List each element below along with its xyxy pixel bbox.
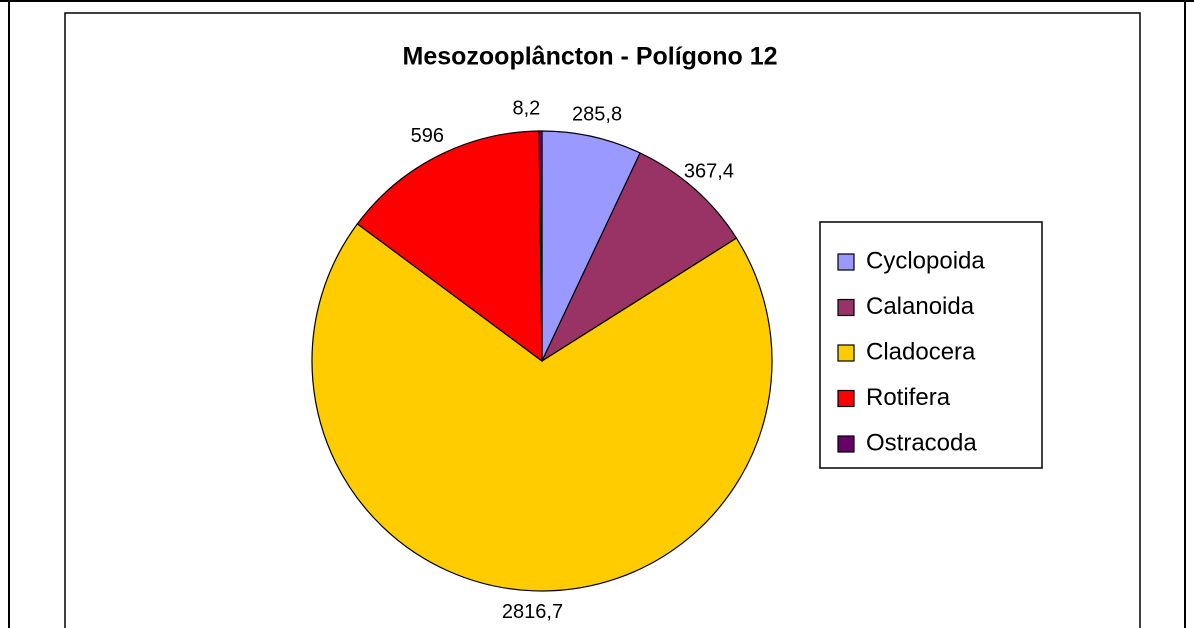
legend bbox=[819, 221, 1043, 469]
legend-label: Rotifera bbox=[866, 384, 951, 411]
data-label: 8,2 bbox=[513, 97, 541, 119]
legend-swatch bbox=[837, 298, 855, 317]
data-label: 2816,7 bbox=[502, 601, 563, 623]
pie-slice bbox=[541, 130, 641, 362]
data-label: 367,4 bbox=[684, 161, 734, 183]
pie-slice bbox=[311, 222, 773, 592]
legend-label: Ostracoda bbox=[866, 429, 977, 456]
legend-label: Cyclopoida bbox=[866, 247, 985, 274]
data-label: 596 bbox=[411, 125, 444, 147]
pie-slice bbox=[540, 152, 738, 363]
pie-slice bbox=[356, 130, 543, 363]
legend-label: Cladocera bbox=[866, 338, 976, 365]
legend-swatch bbox=[837, 344, 855, 362]
legend-swatch bbox=[837, 253, 855, 271]
legend-swatch bbox=[837, 435, 855, 453]
legend-swatch bbox=[837, 389, 855, 408]
legend-label: Calanoida bbox=[866, 293, 975, 320]
chart-title: Mesozooplâncton - Polígono 12 bbox=[403, 43, 778, 71]
data-label: 285,8 bbox=[572, 103, 622, 125]
pie-slice bbox=[538, 130, 543, 362]
